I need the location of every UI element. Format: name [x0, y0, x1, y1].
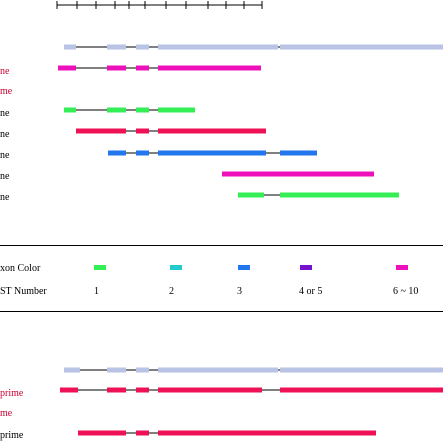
legend-top-divider — [0, 245, 443, 246]
bottom-reference-gene-exon — [158, 367, 278, 373]
est-number-label: ST Number — [0, 286, 47, 297]
legend-count-2: 2 — [169, 286, 174, 297]
bottom-track-1-exon — [158, 387, 262, 393]
legend-swatch-purple — [300, 265, 312, 270]
reference-gene-exon — [107, 44, 126, 50]
track-5-exon — [158, 150, 266, 156]
bottom-label-1: prime — [0, 388, 24, 399]
track-5-exon — [136, 150, 149, 156]
legend-count-3: 3 — [237, 286, 242, 297]
legend-swatch-teal — [170, 265, 182, 270]
legend-swatch-green — [94, 265, 106, 270]
bottom-track-1-exon — [107, 387, 126, 393]
track-4-exon — [158, 128, 266, 134]
track-3-exon — [107, 107, 126, 113]
legend-count-5: 6 ~ 10 — [393, 286, 419, 297]
track-5-exon — [108, 150, 126, 156]
track-3-exon — [64, 107, 76, 113]
top-label-4: ne — [0, 129, 10, 140]
reference-gene-exon — [64, 44, 76, 50]
bottom-track-3-exon — [78, 430, 126, 436]
top-label-1: ne — [0, 66, 10, 77]
track-7-exon — [280, 192, 399, 198]
bottom-reference-gene-exon — [280, 367, 443, 373]
bottom-label-2: me — [0, 408, 13, 419]
bottom-reference-gene-exon — [64, 367, 80, 373]
track-7-exon — [238, 192, 264, 198]
reference-gene-exon — [280, 44, 443, 50]
legend-count-4: 4 or 5 — [299, 286, 323, 297]
bottom-track-3-exon — [158, 430, 376, 436]
track-3-exon — [158, 107, 195, 113]
track-1-exon — [158, 65, 261, 71]
legend-swatch-pink — [396, 265, 408, 270]
top-label-5: ne — [0, 150, 10, 161]
bottom-track-1-exon — [60, 387, 78, 393]
top-label-3: ne — [0, 108, 10, 119]
legend-count-1: 1 — [94, 286, 99, 297]
exon-color-label: xon Color — [0, 263, 41, 274]
track-5-exon — [280, 150, 317, 156]
bottom-track-1-exon — [280, 387, 443, 393]
bottom-track-3-exon — [136, 430, 149, 436]
legend-swatch-blue — [238, 265, 250, 270]
track-6-exon — [222, 171, 374, 177]
bottom-reference-gene-exon — [107, 367, 126, 373]
bottom-reference-gene-exon — [136, 367, 149, 373]
reference-gene-exon — [136, 44, 149, 50]
bottom-track-1-exon — [136, 387, 149, 393]
top-label-7: ne — [0, 192, 10, 203]
track-4-exon — [136, 128, 149, 134]
track-1-exon — [107, 65, 126, 71]
track-3-exon — [136, 107, 149, 113]
legend-bottom-divider — [0, 311, 443, 312]
reference-gene-exon — [158, 44, 278, 50]
bottom-label-3: prime — [0, 430, 24, 441]
track-1-exon — [58, 65, 76, 71]
top-label-6: ne — [0, 171, 10, 182]
top-label-2: me — [0, 86, 13, 97]
track-1-exon — [136, 65, 149, 71]
track-4-exon — [76, 128, 126, 134]
